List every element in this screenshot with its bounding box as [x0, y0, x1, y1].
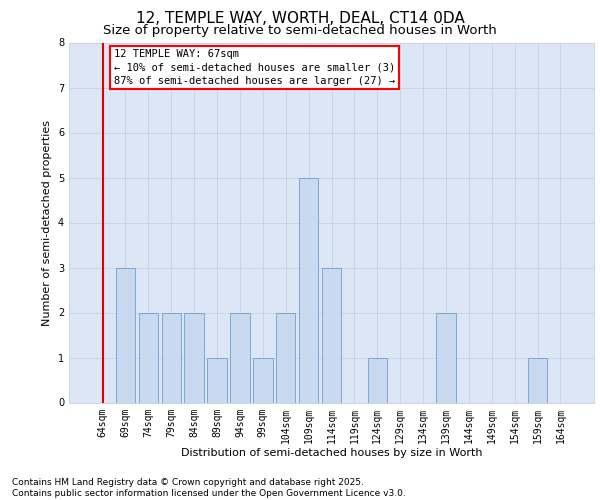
X-axis label: Distribution of semi-detached houses by size in Worth: Distribution of semi-detached houses by … [181, 448, 482, 458]
Text: Size of property relative to semi-detached houses in Worth: Size of property relative to semi-detach… [103, 24, 497, 37]
Bar [322, 268, 341, 402]
Text: 12, TEMPLE WAY, WORTH, DEAL, CT14 0DA: 12, TEMPLE WAY, WORTH, DEAL, CT14 0DA [136, 11, 464, 26]
Bar [528, 358, 547, 403]
Text: 12 TEMPLE WAY: 67sqm
← 10% of semi-detached houses are smaller (3)
87% of semi-d: 12 TEMPLE WAY: 67sqm ← 10% of semi-detac… [114, 50, 395, 86]
Bar [276, 312, 295, 402]
Bar [116, 268, 135, 402]
Y-axis label: Number of semi-detached properties: Number of semi-detached properties [43, 120, 52, 326]
Bar [161, 312, 181, 402]
Bar [436, 312, 455, 402]
Bar [208, 358, 227, 403]
Bar [184, 312, 204, 402]
Bar [299, 178, 319, 402]
Bar [230, 312, 250, 402]
Bar [139, 312, 158, 402]
Bar [253, 358, 272, 403]
Text: Contains HM Land Registry data © Crown copyright and database right 2025.
Contai: Contains HM Land Registry data © Crown c… [12, 478, 406, 498]
Bar [368, 358, 387, 403]
